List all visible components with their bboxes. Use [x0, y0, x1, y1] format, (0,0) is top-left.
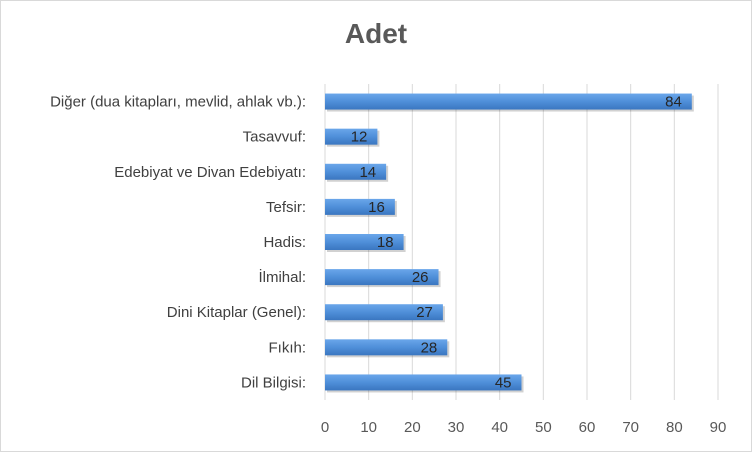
chart-title: Adet	[344, 18, 408, 49]
data-label: 28	[421, 339, 438, 356]
data-label: 14	[359, 164, 376, 181]
category-label: Diğer (dua kitapları, mevlid, ahlak vb.)…	[50, 94, 306, 111]
data-label: 84	[665, 94, 682, 111]
bar	[325, 128, 378, 145]
category-label: Dini Kitaplar (Genel):	[167, 304, 306, 321]
data-label: 18	[377, 234, 394, 251]
x-tick-label: 50	[535, 419, 552, 436]
bar	[325, 269, 439, 286]
bar	[325, 304, 443, 321]
x-tick-label: 0	[321, 419, 329, 436]
data-label: 12	[351, 129, 368, 146]
category-label: Dil Bilgisi:	[241, 374, 306, 391]
bar	[325, 163, 387, 180]
data-label: 27	[416, 304, 433, 321]
bar	[325, 374, 522, 391]
x-tick-label: 10	[360, 419, 377, 436]
x-tick-label: 60	[579, 419, 596, 436]
x-tick-label: 40	[491, 419, 508, 436]
bar	[325, 198, 395, 215]
data-label: 16	[368, 199, 385, 216]
category-label: Fıkıh:	[268, 339, 306, 356]
data-label: 26	[412, 269, 429, 286]
category-label: Tasavvuf:	[243, 129, 306, 146]
x-tick-label: 30	[448, 419, 465, 436]
category-label: Hadis:	[263, 234, 306, 251]
category-label: İlmihal:	[258, 268, 306, 286]
bar	[325, 93, 692, 110]
x-tick-label: 80	[666, 419, 683, 436]
bar	[325, 234, 404, 250]
bar	[325, 339, 448, 356]
x-tick-label: 20	[404, 419, 421, 436]
x-tick-label: 70	[622, 419, 639, 436]
category-label: Tefsir:	[266, 199, 306, 216]
x-tick-label: 90	[710, 419, 727, 436]
data-label: 45	[495, 374, 512, 391]
category-label: Edebiyat ve Divan Edebiyatı:	[114, 164, 306, 181]
